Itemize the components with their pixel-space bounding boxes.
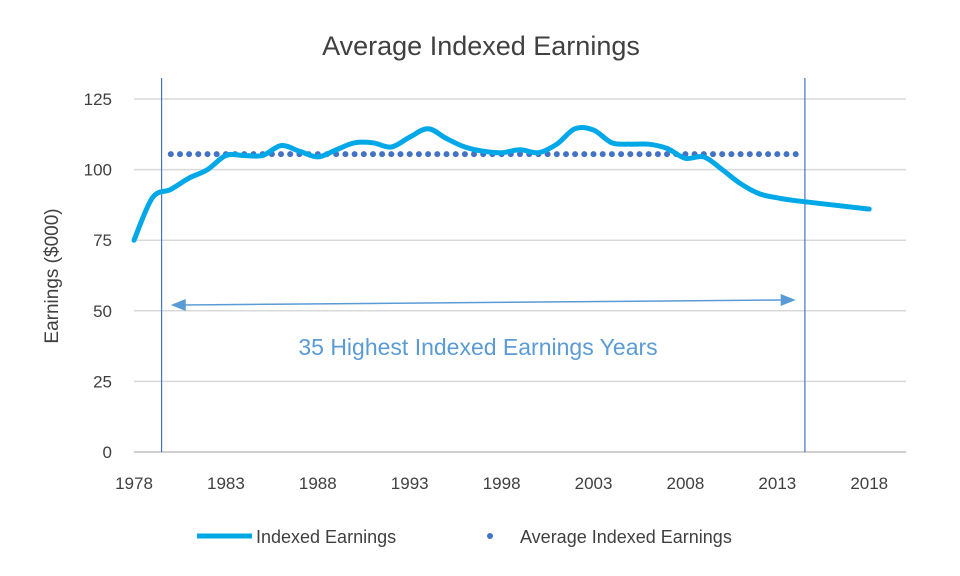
average-earnings-dot [278,151,284,158]
average-earnings-dot [177,151,183,158]
range-arrow-shaft [182,299,784,306]
average-earnings-dot [167,151,174,158]
average-earnings-dot [563,151,569,158]
average-earnings-dot [195,151,202,158]
average-earnings-dot [664,151,670,158]
average-earnings-dot [443,151,450,158]
average-earnings-dot [710,151,716,158]
average-earnings-dot [618,151,625,158]
average-earnings-dot [351,151,358,158]
average-earnings-dot [461,151,468,158]
y-tick-label: 75 [93,231,112,250]
average-earnings-dot [471,151,477,158]
y-tick-label: 100 [84,161,112,180]
y-axis-title: Earnings ($000) [42,208,63,343]
x-tick-label: 2013 [758,474,796,493]
legend: Indexed Earnings Average Indexed Earning… [197,527,732,547]
average-earnings-dot [379,151,386,158]
average-earnings-dot [213,151,220,158]
x-tick-label: 2008 [667,474,705,493]
average-earnings-dot [599,151,606,158]
average-earnings-dot [636,151,643,158]
x-tick-label: 2018 [850,474,888,493]
average-earnings-dot [627,151,634,158]
average-earnings-dot [737,151,744,158]
x-tick-label: 1988 [299,474,337,493]
x-tick-label: 1983 [207,474,245,493]
average-earnings-dot [728,151,735,158]
x-tick-labels: 1978 1983 1988 1993 1998 2003 2008 2013 2018 [115,474,888,493]
indexed-earnings-line [131,124,872,243]
x-tick-label: 1998 [483,474,521,493]
average-earnings-dot [765,151,772,158]
average-earnings-dot [645,151,652,158]
average-earnings-dot [186,151,193,158]
y-tick-label: 0 [103,443,112,462]
range-arrow [170,294,796,311]
gridlines [134,98,906,453]
chart-title: Average Indexed Earnings [322,31,640,61]
y-tick-label: 125 [84,90,112,109]
average-earnings-dot [360,151,367,158]
average-earnings-dot [517,151,523,158]
average-earnings-dot [572,151,579,158]
average-earnings-dot [719,151,726,158]
average-earnings-dot [370,151,376,158]
average-earnings-dot [204,151,211,158]
x-tick-label: 2003 [575,474,613,493]
range-arrow-right-head [780,294,796,306]
legend-label-indexed-earnings: Indexed Earnings [256,527,396,547]
average-earnings-dot [452,151,459,158]
average-earnings-dot [388,151,395,158]
y-tick-labels: 0 25 50 75 100 125 [84,90,112,462]
y-tick-label: 50 [93,302,112,321]
average-earnings-dot [756,151,762,158]
average-earnings-dot [553,151,560,158]
average-earnings-dot [581,151,588,158]
range-arrow-left-head [170,299,186,311]
average-earnings-dot [425,151,432,158]
x-tick-label: 1978 [115,474,153,493]
average-earnings-dot [746,151,753,158]
average-earnings-dot [608,151,615,158]
y-tick-label: 25 [93,372,112,391]
average-earnings-dot [783,151,790,158]
average-earnings-dot [415,151,422,158]
average-earnings-dot [654,151,661,158]
legend-label-average-indexed-earnings: Average Indexed Earnings [520,527,732,547]
x-tick-label: 1993 [391,474,429,493]
average-earnings-dot [590,151,597,158]
average-earnings-dot [287,151,294,158]
vertical-markers [160,78,806,452]
average-earnings-dot [774,151,781,158]
range-annotation: 35 Highest Indexed Earnings Years [298,334,657,360]
average-earnings-dot [406,151,413,158]
average-earnings-dot [434,151,441,158]
legend-dot-swatch [487,533,493,539]
average-earnings-dot [792,151,799,158]
average-earnings-dot [397,151,404,158]
series-layer [131,124,872,243]
average-earnings-dot [342,151,349,158]
